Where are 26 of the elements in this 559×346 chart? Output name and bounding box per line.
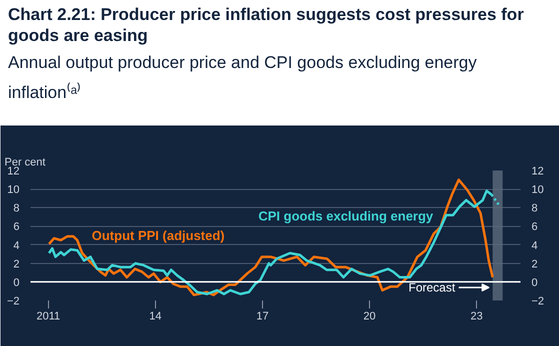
- y-tick-label: 12: [7, 166, 20, 178]
- x-tick-label: 20: [363, 310, 376, 322]
- y2-tick-label: 2: [532, 258, 538, 270]
- y-tick-label: 4: [13, 240, 20, 252]
- series-label: Output PPI (adjusted): [92, 228, 225, 243]
- y2-tick-label: 6: [532, 221, 538, 234]
- chart-title: Chart 2.21: Producer price inflation suggests cost pressures for goods are easing: [8, 4, 525, 46]
- chart-subtitle: Annual output producer price and CPI goods excluding energy inflation⁽ᵃ⁾: [8, 52, 478, 104]
- y-tick-label: 6: [13, 221, 20, 234]
- x-tick-label: 23: [470, 310, 483, 322]
- x-tick-label: 2011: [36, 310, 60, 322]
- series-label: CPI goods excluding energy: [258, 208, 434, 224]
- y2-tick-label: 8: [532, 202, 538, 215]
- band-label: Forecast: [408, 280, 456, 294]
- x-tick-label: 14: [149, 310, 162, 322]
- y2-tick-label: 12: [532, 166, 544, 178]
- y-tick-label: 0: [13, 276, 20, 289]
- y-tick-label: −2: [6, 296, 20, 308]
- y2-tick-label: 0: [532, 276, 538, 289]
- y-tick-label: 2: [13, 258, 20, 270]
- y-tick-label: 8: [13, 202, 20, 215]
- y2-tick-label: 10: [532, 184, 544, 196]
- y-tick-label: 10: [7, 184, 20, 196]
- y2-tick-label: 4: [532, 240, 538, 252]
- y2-tick-label: −2: [532, 296, 544, 308]
- x-tick-label: 17: [256, 310, 269, 322]
